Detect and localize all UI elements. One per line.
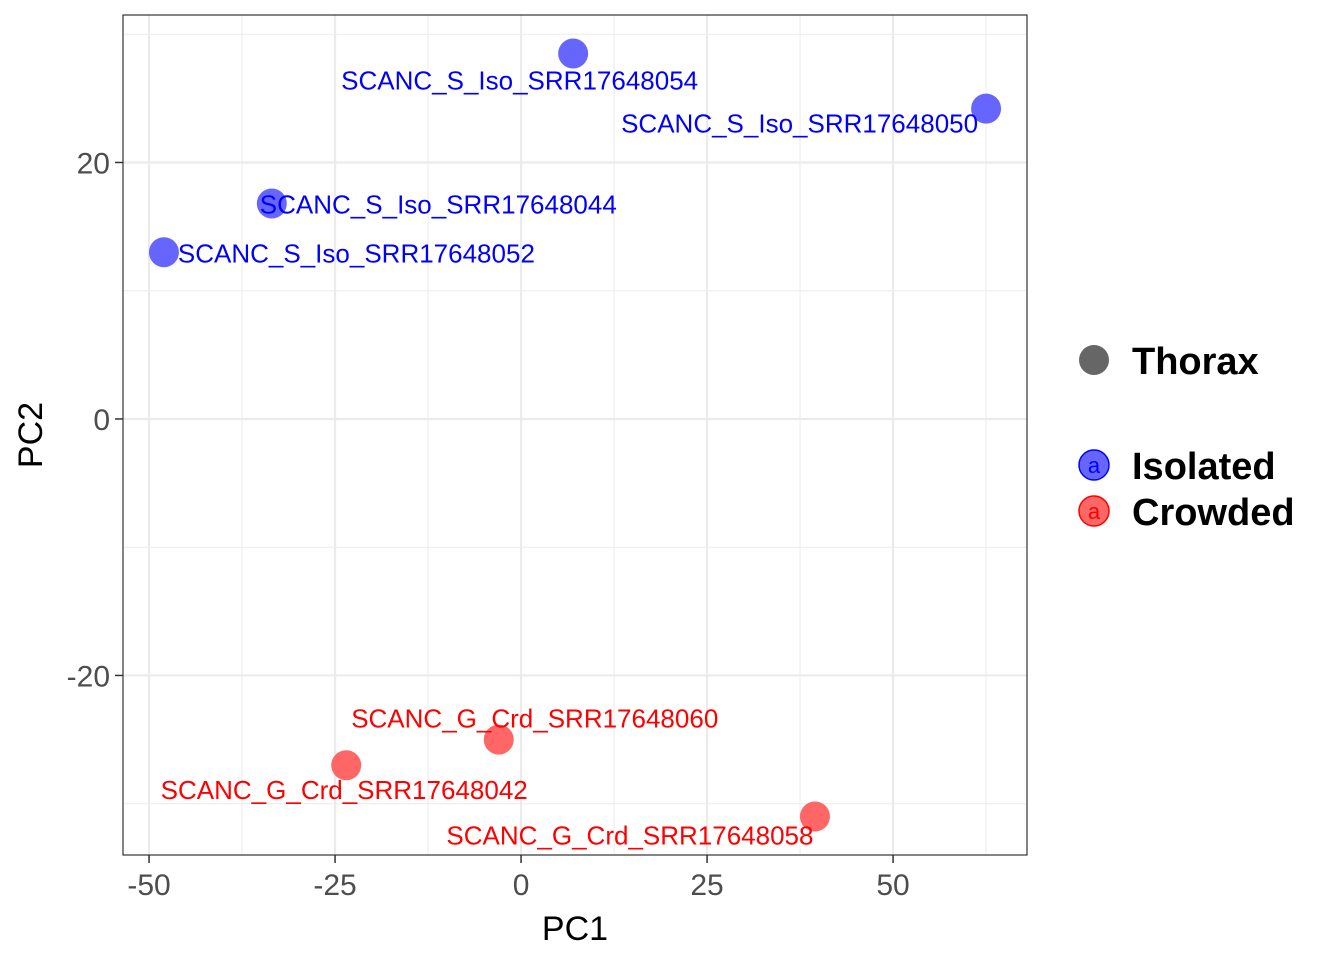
point-label-isolated: SCANC_S_Iso_SRR17648052: [178, 238, 535, 268]
legend-shape-key: [1079, 345, 1109, 375]
point-isolated: [256, 188, 287, 219]
point-label-crowded: SCANC_G_Crd_SRR17648058: [446, 821, 813, 851]
point-label-crowded: SCANC_G_Crd_SRR17648060: [351, 704, 718, 734]
grid: [123, 15, 1027, 855]
legend-key-letter-isolated: a: [1088, 453, 1101, 478]
y-tick-label: -20: [67, 660, 110, 693]
x-tick-label: -50: [127, 869, 170, 902]
point-label-isolated: SCANC_S_Iso_SRR17648054: [341, 65, 698, 95]
legend-key-letter-crowded: a: [1088, 499, 1101, 524]
y-tick-label: 20: [77, 147, 110, 180]
point-crowded: [331, 750, 362, 781]
x-tick-label: -25: [313, 869, 356, 902]
x-tick-label: 0: [513, 869, 530, 902]
plot-panel-border: [122, 14, 1028, 856]
legend-key-isolated: [1078, 449, 1110, 481]
point-isolated: [971, 93, 1002, 124]
legend-label-isolated: Isolated: [1132, 446, 1276, 488]
y-axis-title: PC2: [12, 402, 50, 468]
x-tick-label: 25: [690, 869, 723, 902]
legend: Thorax a Isolated a Crowded: [1078, 341, 1295, 534]
point-crowded: [483, 724, 514, 755]
point-label-crowded: SCANC_G_Crd_SRR17648042: [161, 775, 528, 805]
point-isolated: [148, 237, 179, 268]
y-tick-label: 0: [93, 404, 110, 437]
legend-label-crowded: Crowded: [1132, 492, 1295, 534]
point-label-isolated: SCANC_S_Iso_SRR17648044: [260, 190, 617, 220]
point-isolated: [558, 38, 589, 69]
point-label-isolated: SCANC_S_Iso_SRR17648050: [621, 109, 978, 139]
x-axis-title: PC1: [542, 910, 608, 948]
point-labels: SCANC_S_Iso_SRR17648054 SCANC_S_Iso_SRR17…: [161, 65, 978, 850]
point-crowded: [799, 801, 830, 832]
x-tick-label: 50: [876, 869, 909, 902]
axis-ticks: -50 -25 0 25 50 -20 0 20: [67, 147, 910, 902]
data-points: [148, 38, 1002, 832]
legend-key-crowded: [1078, 495, 1110, 527]
legend-shape-title: Thorax: [1132, 341, 1259, 383]
